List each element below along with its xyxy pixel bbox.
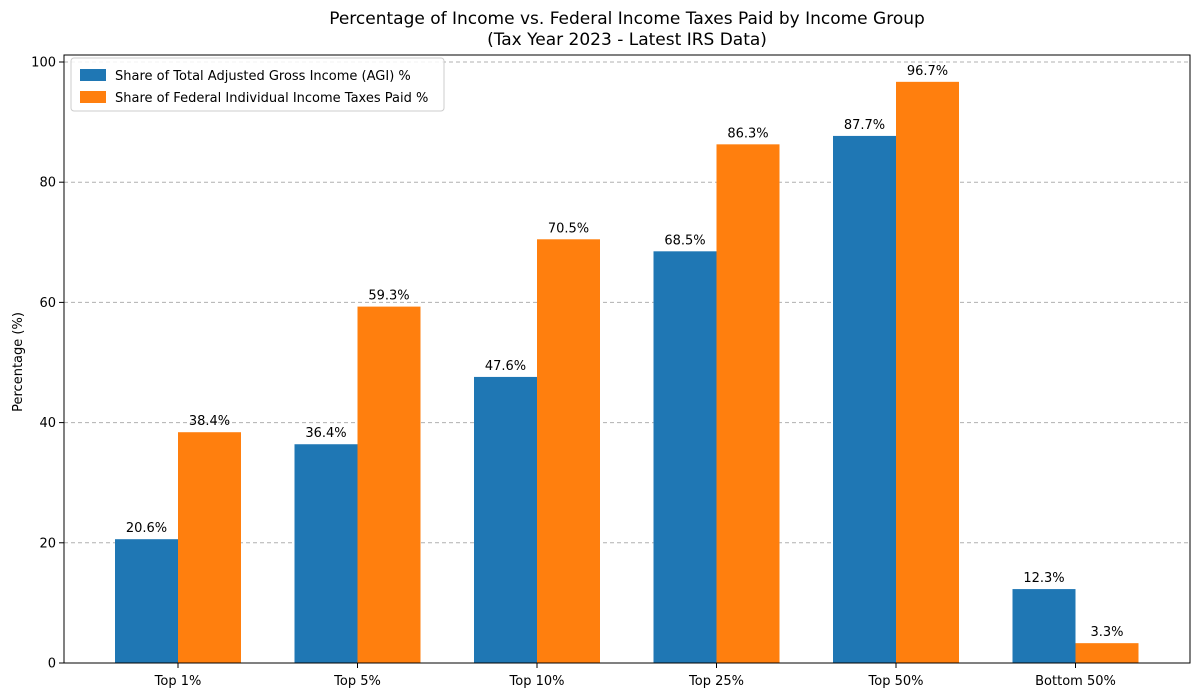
ticks: 0 20 40 60 80 100 Top 1% Top 5% Top 10% Top 25% To… xyxy=(31,56,1116,690)
legend-box xyxy=(70,57,445,112)
bar-value-label-agi-3: 68.5% xyxy=(664,233,705,248)
bar-value-label-taxes-0: 38.4% xyxy=(189,414,230,429)
bar-value-label-agi-0: 20.6% xyxy=(126,521,167,536)
x-tick-label-5: Bottom 50% xyxy=(1035,674,1116,689)
x-tick-label-0: Top 1% xyxy=(154,674,202,689)
legend: Share of Total Adjusted Gross Income (AG… xyxy=(70,57,445,112)
y-axis-label: Percentage (%) xyxy=(11,312,26,412)
bar-agi-1 xyxy=(294,444,358,663)
legend-label-0: Share of Total Adjusted Gross Income (AG… xyxy=(115,69,411,84)
bar-value-label-taxes-3: 86.3% xyxy=(727,126,768,141)
x-tick-label-4: Top 50% xyxy=(868,674,924,689)
bars xyxy=(115,81,1139,664)
bar-labels: 20.6% 38.4% 36.4% 59.3% 47.6% 70.5% 68.5% 86.3%… xyxy=(126,64,1124,640)
bar-taxes-3 xyxy=(716,144,780,663)
chart-subtitle: (Tax Year 2023 - Latest IRS Data) xyxy=(487,30,767,50)
x-tick-label-1: Top 5% xyxy=(333,674,381,689)
bar-agi-4 xyxy=(833,135,896,664)
bar-agi-3 xyxy=(653,251,717,663)
bar-value-label-agi-4: 87.7% xyxy=(844,118,885,133)
bar-taxes-2 xyxy=(537,239,600,664)
y-tick-label-40: 40 xyxy=(39,416,56,431)
x-tick-label-2: Top 10% xyxy=(509,674,565,689)
bar-taxes-4 xyxy=(896,81,959,663)
plot-frame xyxy=(63,54,1191,664)
legend-swatch-0 xyxy=(80,69,106,81)
axes xyxy=(63,54,1191,664)
bar-value-label-agi-1: 36.4% xyxy=(305,426,346,441)
y-tick-label-60: 60 xyxy=(39,296,56,311)
bar-taxes-0 xyxy=(178,432,241,663)
bar-value-label-taxes-4: 96.7% xyxy=(907,64,948,79)
bar-agi-2 xyxy=(474,376,537,663)
y-tick-label-0: 0 xyxy=(48,657,56,672)
bar-value-label-taxes-1: 59.3% xyxy=(368,289,409,304)
y-tick-label-20: 20 xyxy=(39,536,56,551)
x-tick-label-3: Top 25% xyxy=(688,674,744,689)
bar-value-label-agi-5: 12.3% xyxy=(1023,571,1064,586)
legend-swatch-1 xyxy=(80,91,106,103)
bar-value-label-taxes-5: 3.3% xyxy=(1090,625,1123,640)
bar-value-label-agi-2: 47.6% xyxy=(485,359,526,374)
bar-taxes-5 xyxy=(1075,643,1139,663)
bar-agi-0 xyxy=(115,539,178,663)
chart-title: Percentage of Income vs. Federal Income … xyxy=(329,9,925,29)
gridlines xyxy=(64,61,1190,544)
bar-agi-5 xyxy=(1012,589,1076,663)
y-tick-label-100: 100 xyxy=(31,56,56,71)
bar-taxes-1 xyxy=(357,306,421,663)
legend-label-1: Share of Federal Individual Income Taxes… xyxy=(115,91,428,106)
y-tick-label-80: 80 xyxy=(39,176,56,191)
bar-value-label-taxes-2: 70.5% xyxy=(548,221,589,236)
